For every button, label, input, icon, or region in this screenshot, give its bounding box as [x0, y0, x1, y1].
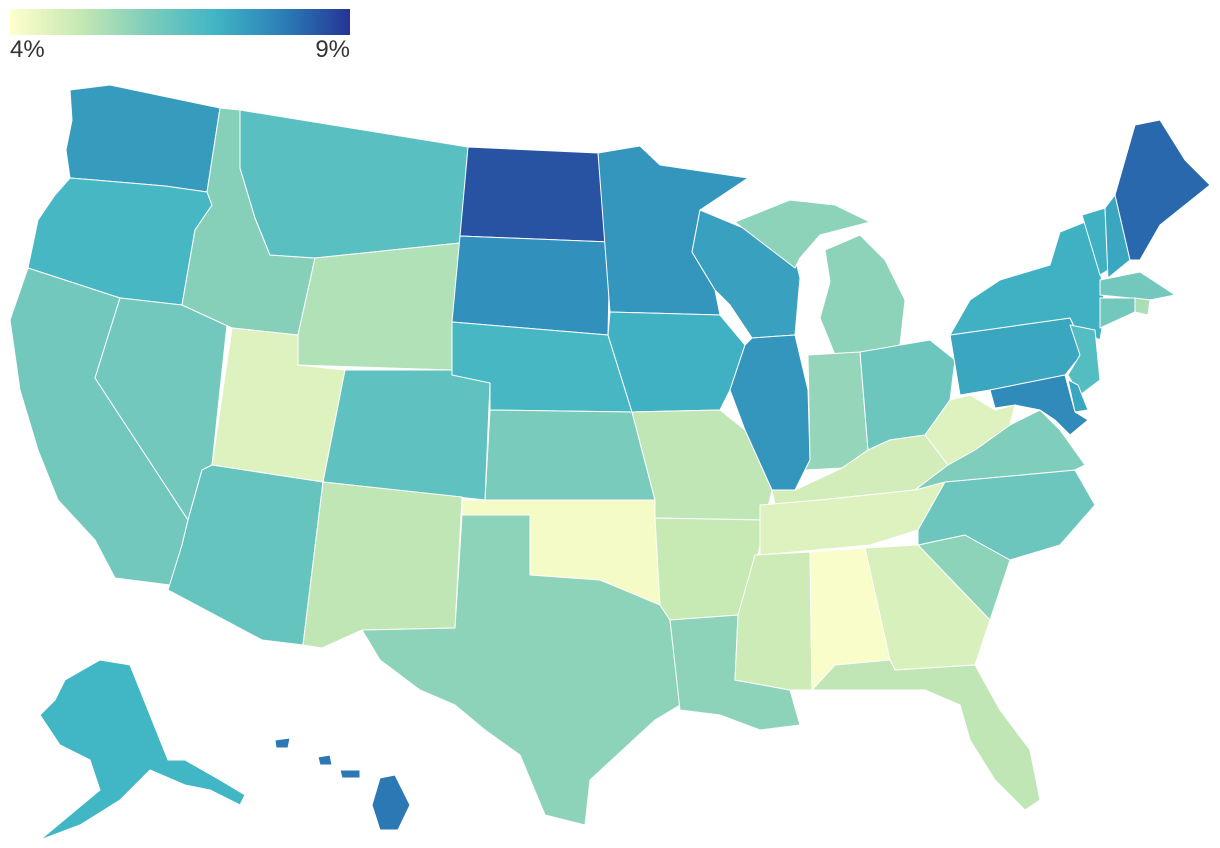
- state-co: [322, 369, 491, 501]
- state-in: [804, 351, 869, 471]
- state-ny: [949, 219, 1106, 341]
- legend-max-label: 9%: [315, 36, 350, 63]
- state-md: [989, 374, 1089, 436]
- state-wa: [65, 84, 221, 193]
- state-ks: [484, 409, 656, 501]
- state-de: [1067, 379, 1089, 413]
- state-me: [1114, 119, 1211, 261]
- color-legend: 4% 9%: [10, 9, 350, 69]
- state-wy: [297, 242, 461, 371]
- state-ct: [1099, 297, 1136, 329]
- state-ri: [1134, 297, 1151, 316]
- state-ma: [1099, 271, 1176, 301]
- legend-min-label: 4%: [10, 36, 45, 63]
- state-nm: [302, 481, 463, 649]
- state-nd: [459, 146, 611, 243]
- state-ia: [607, 311, 746, 413]
- state-sd: [451, 235, 611, 336]
- legend-color-bar: [10, 9, 350, 35]
- state-hi: [274, 737, 411, 831]
- state-mt: [239, 109, 469, 259]
- state-ak: [39, 659, 246, 841]
- state-tx: [361, 514, 681, 826]
- state-fl: [811, 659, 1041, 811]
